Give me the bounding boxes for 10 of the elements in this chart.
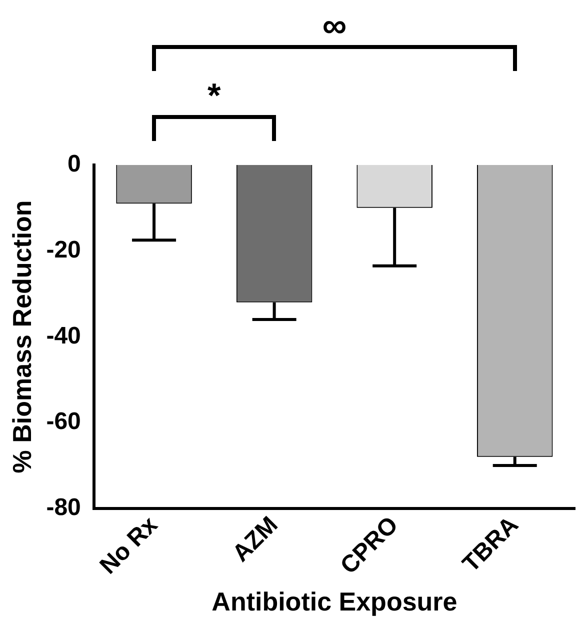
y-axis-title: % Biomass Reduction — [6, 200, 37, 474]
x-axis-title: Antibiotic Exposure — [212, 586, 458, 617]
y-tick-label: -80 — [46, 494, 81, 522]
x-tick-label: No Rx — [94, 510, 164, 580]
y-tick-label: 0 — [68, 150, 81, 178]
y-tick-label: -20 — [46, 236, 81, 264]
y-tick-label: -40 — [46, 322, 81, 350]
text: * — [208, 77, 221, 116]
y-tick-label: -60 — [46, 408, 81, 436]
text: ∞ — [322, 7, 347, 46]
